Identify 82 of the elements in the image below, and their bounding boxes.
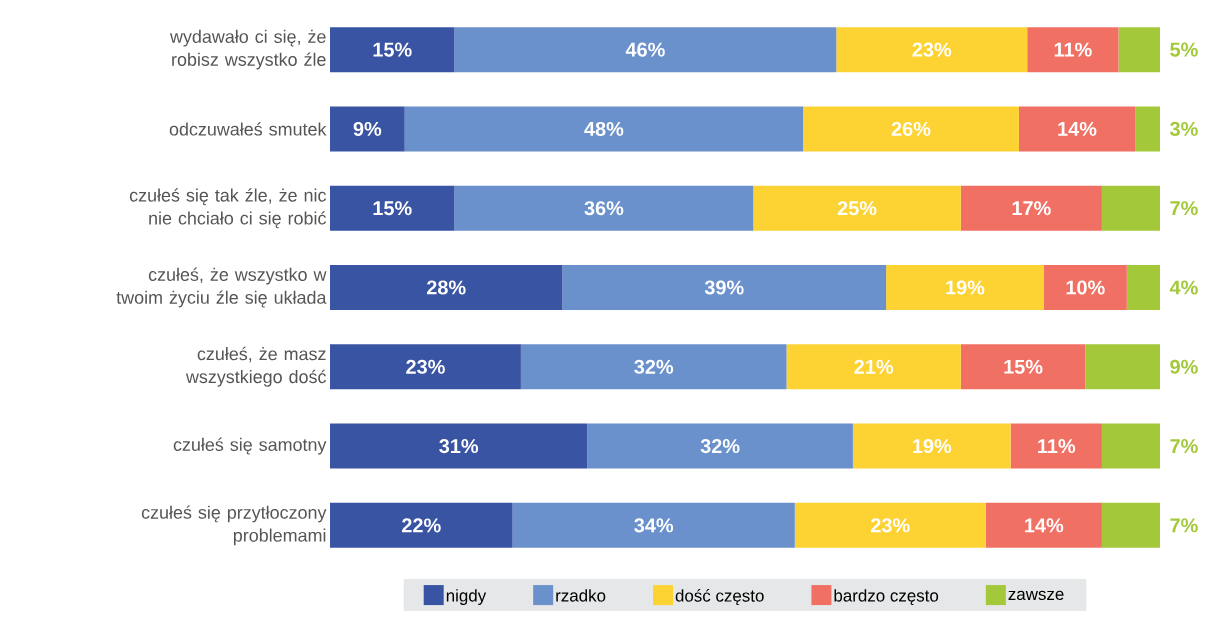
y-tick-label: odczuwałeś smutek [169, 122, 327, 136]
data-label: 17% [1012, 201, 1051, 216]
bar [512, 502, 795, 548]
data-label: 3% [1169, 121, 1198, 136]
bar [330, 265, 563, 310]
data-label: 14% [1058, 121, 1097, 136]
bar [520, 344, 787, 390]
y-tick-label: czułeś, że wszystko w twoim życiu źle się układa [116, 267, 327, 308]
data-label: 7% [1170, 201, 1198, 216]
data-label: 7% [1170, 518, 1198, 533]
data-label: 36% [584, 201, 624, 216]
data-label: 15% [373, 201, 412, 216]
bar [960, 185, 1102, 231]
data-label: 10% [1066, 280, 1105, 295]
bar [1010, 423, 1102, 469]
data-label: 34% [634, 518, 674, 533]
legend-label: nigdy [446, 589, 487, 605]
y-tick-label: czułeś się przytłoczony problemami [141, 505, 327, 546]
data-label: 19% [913, 439, 952, 454]
bar [786, 344, 961, 390]
legend-label: dość często [675, 589, 764, 606]
data-label: 28% [426, 280, 466, 295]
bar [803, 106, 1019, 152]
bar [330, 106, 405, 152]
bar [836, 27, 1028, 73]
bar [753, 185, 961, 231]
data-label: 48% [584, 121, 624, 136]
data-label: 4% [1169, 280, 1198, 295]
data-label: 11% [1038, 439, 1076, 454]
bar [1027, 27, 1119, 73]
data-label: 9% [353, 121, 382, 136]
bar [330, 502, 513, 548]
data-label: 9% [1170, 359, 1198, 374]
data-label: 22% [402, 518, 441, 533]
bar [1018, 106, 1136, 152]
bar [1101, 423, 1161, 469]
data-label: 7% [1170, 439, 1198, 454]
bar [330, 344, 521, 390]
data-label: 15% [1004, 359, 1043, 374]
bar [886, 265, 1044, 310]
bar [852, 423, 1011, 469]
y-tick-label: czułeś się tak źle, że nic nie chciało ci się robić [129, 188, 326, 229]
bar [330, 185, 455, 231]
bar [960, 344, 1086, 390]
bar [794, 502, 986, 548]
bar [587, 423, 853, 469]
bar [1101, 185, 1161, 231]
bar [562, 265, 887, 310]
bar [1101, 502, 1161, 548]
data-label: 14% [1025, 518, 1064, 533]
legend-label: zawsze [1008, 590, 1064, 601]
bar [1085, 344, 1161, 390]
bar [1126, 265, 1161, 310]
data-label: 32% [700, 439, 740, 454]
y-tick-label: czułeś, że masz wszystkiego dość [185, 346, 326, 387]
bar [330, 423, 588, 469]
data-label: 32% [634, 359, 674, 374]
legend-label: rzadko [556, 589, 606, 602]
data-label: 5% [1170, 42, 1198, 57]
bar [330, 27, 455, 73]
bar [454, 27, 837, 73]
data-label: 23% [912, 42, 952, 57]
bar [1118, 27, 1161, 73]
y-tick-label: czułeś się samotny [173, 437, 327, 455]
data-label: 31% [439, 439, 479, 454]
data-label: 46% [625, 42, 665, 57]
data-label: 15% [373, 42, 412, 57]
data-label: 25% [837, 201, 877, 216]
data-label: 26% [891, 121, 931, 136]
legend-label: bardzo często [834, 589, 939, 605]
data-label: 11% [1054, 42, 1092, 57]
data-label: 19% [946, 280, 985, 295]
bar [454, 185, 754, 231]
data-label: 23% [406, 359, 445, 374]
y-tick-label: wydawało ci się, że robisz wszystko źle [169, 29, 326, 70]
bar [1135, 106, 1161, 152]
bar [1043, 265, 1127, 310]
bar [404, 106, 804, 152]
data-label: 39% [704, 280, 744, 295]
bar [985, 502, 1102, 548]
data-label: 21% [854, 359, 894, 374]
data-label: 23% [871, 518, 910, 533]
